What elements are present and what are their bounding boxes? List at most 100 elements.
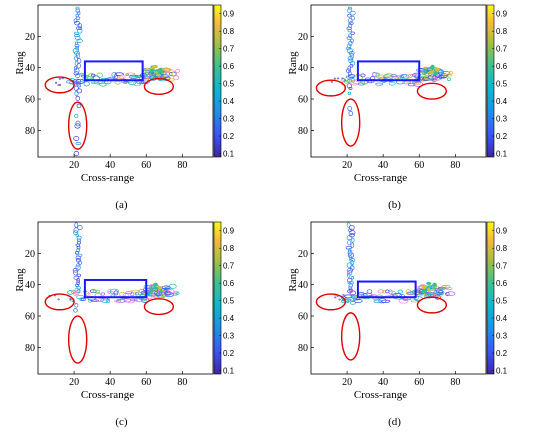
contour-mark <box>75 250 80 255</box>
highlight-ellipse <box>67 315 88 364</box>
contour-mark <box>349 10 356 16</box>
colorbar-tick-label: 0.6 <box>223 62 235 71</box>
contour-mark <box>333 77 337 80</box>
x-tick-label: 60 <box>141 160 151 171</box>
colorbar-tick-label: 0.4 <box>496 97 508 106</box>
contour-mark <box>351 78 356 83</box>
contour-mark <box>72 267 79 273</box>
contour-mark <box>366 289 373 294</box>
x-tick-label: 20 <box>69 160 79 171</box>
colorbar-tick-label: 0.2 <box>496 132 508 141</box>
y-tick-label: 20 <box>298 249 308 260</box>
panel-caption: (b) <box>388 199 401 211</box>
contour-mark <box>375 82 384 86</box>
chart-panel: 20 40 60 80 20 40 60 80 Cross-range Rang 0.1 0.2 0.3… <box>14 221 235 428</box>
contour-mark <box>87 299 93 303</box>
contour-mark <box>347 13 352 18</box>
hotspot-mark <box>153 282 158 287</box>
contour-mark <box>73 308 78 313</box>
y-tick-label: 20 <box>25 32 35 43</box>
contour-mark <box>400 74 410 79</box>
contour-mark <box>437 290 445 296</box>
contour-mark <box>74 67 80 74</box>
contour-mark <box>75 120 81 127</box>
contour-mark <box>347 56 354 61</box>
y-tick-label: 60 <box>25 95 35 106</box>
contour-mark <box>160 294 166 299</box>
highlight-ellipse <box>315 293 346 311</box>
contour-mark <box>398 298 409 304</box>
hotspot-mark <box>421 289 427 293</box>
contour-mark <box>72 47 79 54</box>
contour-mark <box>75 73 81 78</box>
colorbar-tick-label: 0.3 <box>223 332 235 341</box>
y-axis-label: Rang <box>14 51 26 75</box>
colorbar-tick-label: 0.1 <box>496 150 508 159</box>
contour-mark <box>349 53 355 59</box>
panel-caption: (c) <box>115 416 128 428</box>
colorbar-tick-label: 0.1 <box>223 367 235 376</box>
colorbar-tick-label: 0.8 <box>496 27 508 36</box>
hotspot-mark <box>151 65 156 70</box>
contour-mark <box>346 235 353 241</box>
contour-mark <box>75 16 81 20</box>
colorbar-tick-label: 0.6 <box>496 62 508 71</box>
contour-mark <box>119 74 126 80</box>
contour-mark <box>346 43 352 48</box>
contour-mark <box>58 77 62 80</box>
x-tick-label: 80 <box>450 377 460 388</box>
hotspot-mark <box>426 281 432 285</box>
contour-mark <box>74 31 80 35</box>
contour-mark <box>99 82 107 87</box>
contour-mark <box>348 33 352 39</box>
y-tick-label: 60 <box>25 312 35 323</box>
contour-mark <box>77 58 82 64</box>
contour-mark <box>347 239 352 246</box>
chart-panel: 20 40 60 80 20 40 60 80 Cross-range Rang 0.1 0.2 0.3… <box>287 221 508 428</box>
contour-mark <box>172 75 180 81</box>
contour-mark <box>77 225 83 231</box>
contour-mark <box>89 289 97 293</box>
contour-mark <box>397 289 403 294</box>
highlight-ellipse <box>67 101 88 150</box>
x-tick-label: 40 <box>378 160 388 171</box>
x-tick-label: 60 <box>414 160 424 171</box>
y-tick-label: 20 <box>298 32 308 43</box>
contour-mark <box>388 290 396 295</box>
y-axis-label: Rang <box>14 268 26 292</box>
contour-mark <box>406 289 411 294</box>
contour-mark <box>349 230 356 236</box>
contour-mark <box>90 73 96 77</box>
colorbar-tick-label: 0.2 <box>496 349 508 358</box>
panel-caption: (a) <box>115 199 128 211</box>
x-tick-label: 80 <box>177 377 187 388</box>
highlight-ellipse <box>44 76 75 94</box>
x-tick-label: 20 <box>342 377 352 388</box>
contour-mark <box>388 81 396 86</box>
contour-mark <box>377 289 384 294</box>
colorbar-tick-label: 0.7 <box>496 262 508 271</box>
colorbar <box>486 221 495 375</box>
contour-mark <box>80 297 87 301</box>
hotspot-mark <box>160 70 165 74</box>
contour-mark <box>76 263 81 268</box>
contour-mark <box>334 296 337 299</box>
hotspot-mark <box>153 286 159 290</box>
y-axis-label: Rang <box>287 51 299 75</box>
contour-mark <box>348 86 353 90</box>
contour-mark <box>76 280 80 286</box>
contour-mark <box>447 77 451 81</box>
hotspot-mark <box>429 70 434 73</box>
contour-mark <box>92 289 101 294</box>
contour-mark <box>74 90 79 97</box>
contour-mark <box>75 36 81 41</box>
colorbar-tick-label: 0.6 <box>496 279 508 288</box>
contour-mark <box>74 303 79 308</box>
contour-mark <box>347 91 352 96</box>
colorbar <box>486 4 495 158</box>
contour-mark <box>75 233 79 237</box>
contour-mark <box>57 298 60 301</box>
contour-mark <box>349 258 356 263</box>
contour-mark <box>350 60 356 66</box>
hotspot-mark <box>150 286 153 290</box>
